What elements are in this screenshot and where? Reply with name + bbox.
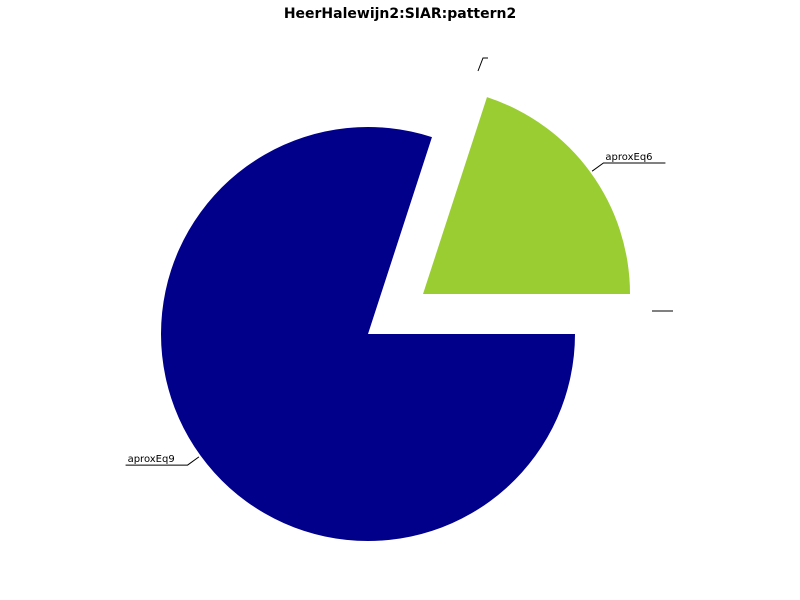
pie-slice-aproxEq6 [423,97,631,295]
pie-slice-aproxEq9 [160,126,575,541]
leader-line-empty-1 [477,57,488,72]
leader-line-aproxEq9 [125,456,200,466]
slice-label-aproxEq9: aproxEq9 [128,454,175,465]
slice-label-aproxEq6: aproxEq6 [605,152,652,163]
chart-title: HeerHalewijn2:SIAR:pattern2 [284,6,516,22]
leader-line-aproxEq6 [591,162,666,172]
